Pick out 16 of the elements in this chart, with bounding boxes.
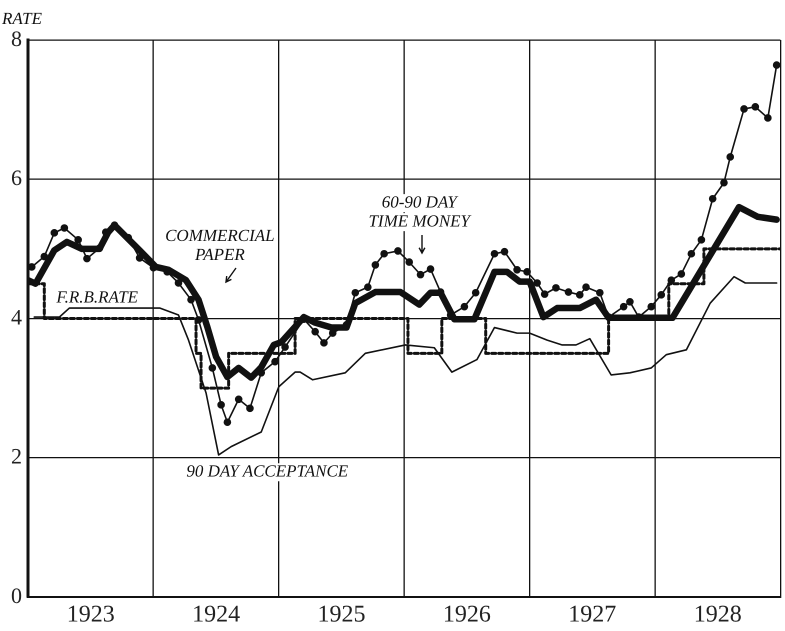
y-tick-label: 6 xyxy=(11,165,22,190)
x-tick-label: 1923 xyxy=(66,602,115,628)
annotation: COMMERCIAL PAPER xyxy=(165,226,275,264)
x-tick-label: 1928 xyxy=(694,602,742,628)
annotation: F.R.B.RATE xyxy=(55,287,139,306)
y-tick-label: 8 xyxy=(11,26,22,51)
y-axis-title: RATE xyxy=(1,8,43,28)
y-tick-label: 2 xyxy=(11,444,22,469)
x-tick-label: 1927 xyxy=(568,602,616,628)
annotation: 90 DAY ACCEPTANCE xyxy=(186,462,349,481)
annotation: 60-90 DAY TIME MONEY xyxy=(368,192,472,231)
y-tick-label: 0 xyxy=(11,582,22,608)
x-tick-label: 1926 xyxy=(442,602,491,628)
y-tick-label: 4 xyxy=(11,304,22,330)
x-tick-label: 1924 xyxy=(192,602,240,628)
x-tick-label: 1925 xyxy=(318,602,366,628)
